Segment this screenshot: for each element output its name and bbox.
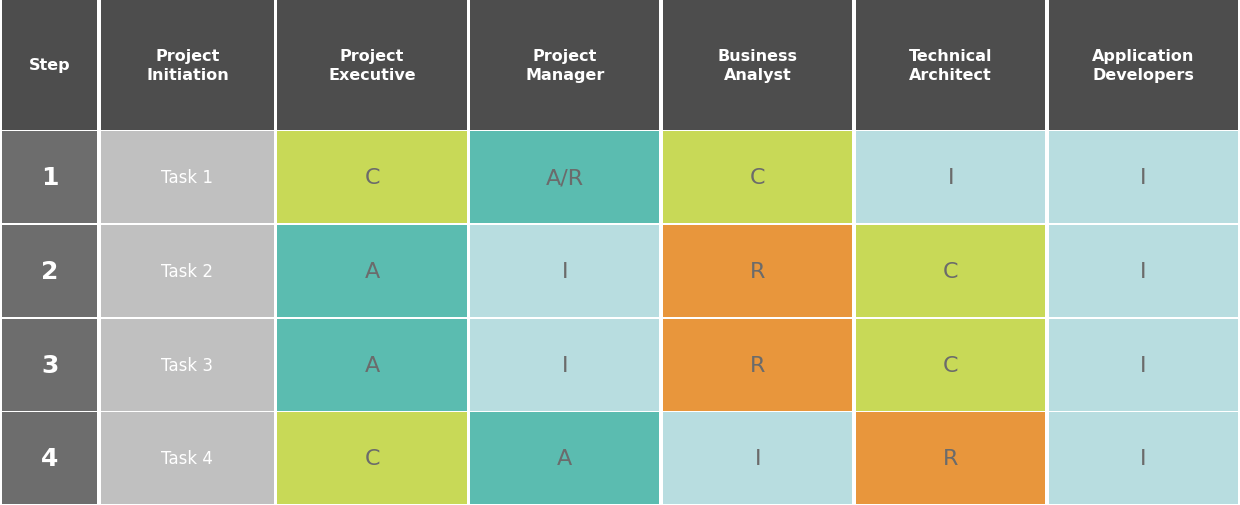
Bar (278, 225, 466, 317)
Bar (100, 412, 274, 504)
Bar (856, 412, 1045, 504)
Bar (470, 1, 660, 131)
Bar (1049, 132, 1238, 224)
Text: I: I (1141, 262, 1147, 281)
Bar (2, 412, 97, 504)
Text: 4: 4 (41, 446, 58, 470)
Bar (856, 319, 1045, 411)
Text: Project
Manager: Project Manager (526, 49, 605, 82)
Text: A: A (365, 355, 379, 375)
Bar (100, 225, 274, 317)
Text: R: R (942, 448, 959, 468)
Bar (470, 132, 660, 224)
Bar (1049, 225, 1238, 317)
Bar (470, 412, 660, 504)
Bar (278, 412, 466, 504)
Text: Project
Initiation: Project Initiation (146, 49, 228, 82)
Bar (663, 225, 852, 317)
Bar (2, 132, 97, 224)
Text: Project
Executive: Project Executive (329, 49, 415, 82)
Bar (1049, 412, 1238, 504)
Bar (1049, 1, 1238, 131)
Text: Business
Analyst: Business Analyst (718, 49, 797, 82)
Text: I: I (1141, 355, 1147, 375)
Text: I: I (562, 355, 568, 375)
Text: R: R (750, 355, 765, 375)
Text: 3: 3 (41, 353, 58, 377)
Bar (470, 225, 660, 317)
Bar (2, 319, 97, 411)
Bar (278, 1, 466, 131)
Bar (278, 319, 466, 411)
Text: R: R (750, 262, 765, 281)
Text: Application
Developers: Application Developers (1092, 49, 1195, 82)
Text: C: C (942, 355, 959, 375)
Bar (663, 319, 852, 411)
Text: I: I (1141, 168, 1147, 188)
Text: 2: 2 (41, 260, 58, 283)
Text: C: C (942, 262, 959, 281)
Bar (663, 132, 852, 224)
Bar (278, 132, 466, 224)
Bar (2, 225, 97, 317)
Bar (100, 132, 274, 224)
Text: 1: 1 (41, 166, 58, 190)
Bar (100, 319, 274, 411)
Bar (470, 319, 660, 411)
Text: Technical
Architect: Technical Architect (909, 49, 992, 82)
Text: A: A (365, 262, 379, 281)
Text: C: C (365, 448, 379, 468)
Text: Task 4: Task 4 (161, 449, 213, 467)
Text: C: C (750, 168, 765, 188)
Text: I: I (1141, 448, 1147, 468)
Text: I: I (947, 168, 954, 188)
Text: A: A (557, 448, 573, 468)
Text: Task 3: Task 3 (161, 356, 213, 374)
Text: I: I (754, 448, 761, 468)
Bar (856, 132, 1045, 224)
Bar (1049, 319, 1238, 411)
Bar (856, 225, 1045, 317)
Text: I: I (562, 262, 568, 281)
Text: Task 1: Task 1 (161, 169, 213, 187)
Text: Step: Step (29, 58, 71, 73)
Text: A/R: A/R (546, 168, 584, 188)
Bar (2, 1, 97, 131)
Bar (100, 1, 274, 131)
Text: Task 2: Task 2 (161, 263, 213, 280)
Text: C: C (365, 168, 379, 188)
Bar (663, 412, 852, 504)
Bar (856, 1, 1045, 131)
Bar (663, 1, 852, 131)
